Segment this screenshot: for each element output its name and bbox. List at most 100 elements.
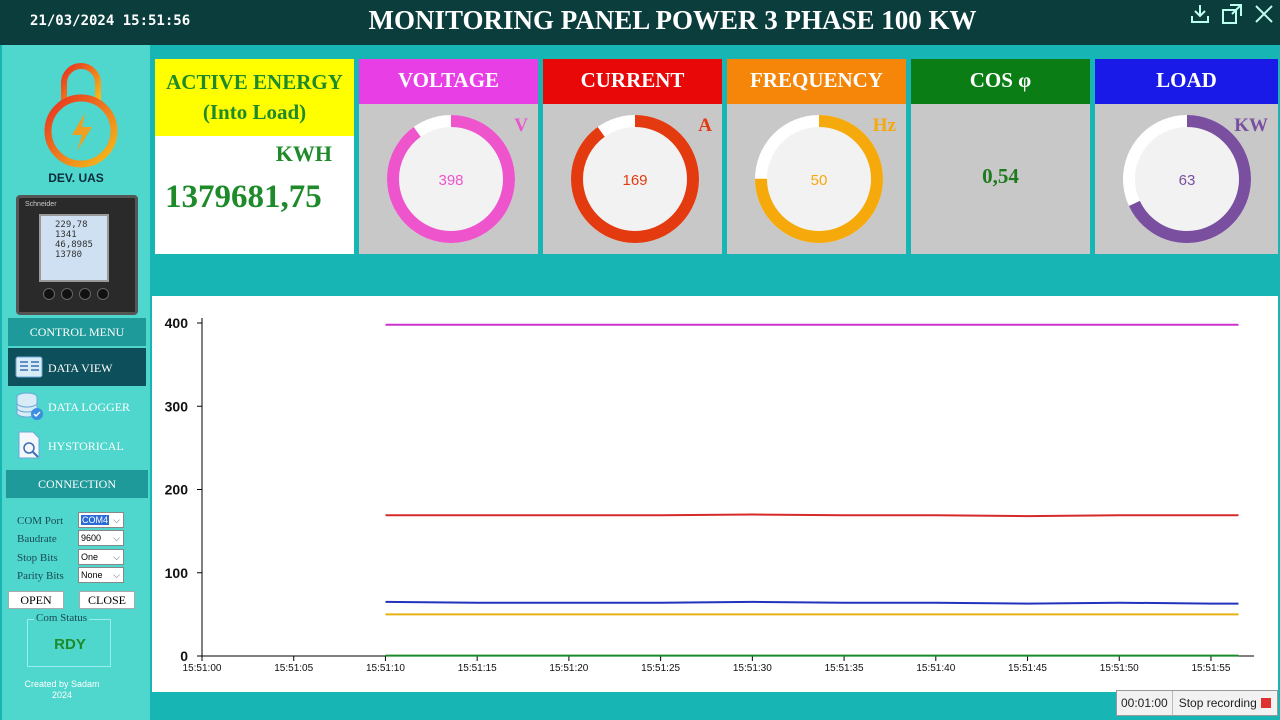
menu-item-label: DATA VIEW: [48, 361, 113, 375]
frequency-gauge: 50: [755, 115, 883, 243]
x-tick-label: 15:51:55: [1192, 663, 1231, 674]
x-tick-label: 15:51:00: [183, 663, 222, 674]
load-gauge-arc: [1123, 115, 1251, 243]
parity-bits-value: None: [81, 570, 103, 580]
load-card: LOAD KW 63: [1095, 59, 1278, 254]
connection-header: CONNECTION: [6, 470, 148, 498]
close-icon[interactable]: [1250, 0, 1278, 28]
meter-line: 13780: [55, 250, 83, 260]
x-tick-label: 15:51:35: [825, 663, 864, 674]
voltage-value: 398: [438, 172, 463, 189]
menu-item-historical[interactable]: HYSTORICAL: [8, 426, 146, 464]
stop-bits-select[interactable]: One ⌵: [78, 549, 124, 565]
recording-time: 00:01:00: [1117, 691, 1173, 715]
baudrate-label: Baudrate: [17, 533, 57, 545]
cos-phi-value: 0,54: [982, 164, 1019, 188]
load-unit: KW: [1234, 115, 1268, 136]
com-port-label: COM Port: [17, 515, 64, 527]
credit-line: Created by Sadam: [24, 679, 100, 689]
recording-bar: 00:01:00 Stop recording: [1116, 690, 1278, 716]
open-button[interactable]: OPEN: [8, 591, 64, 609]
x-tick-label: 15:51:50: [1100, 663, 1139, 674]
credit-line: 2024: [51, 690, 73, 700]
active-energy-card: ACTIVE ENERGY (Into Load) KWH 1379681,75: [155, 59, 354, 254]
frequency-gauge-arc: [755, 115, 883, 243]
chevron-down-icon: ⌵: [113, 570, 120, 580]
control-menu-header: CONTROL MENU: [8, 318, 146, 346]
cos-phi-card: COS φ 0,54: [911, 59, 1090, 254]
y-tick-label: 400: [165, 315, 189, 331]
current-card: CURRENT A 169: [543, 59, 722, 254]
series-line-2: [385, 600, 1239, 605]
lock-bolt-logo-icon: [44, 63, 118, 168]
menu-item-data-view[interactable]: DATA VIEW: [8, 348, 146, 386]
chevron-down-icon: ⌵: [113, 533, 120, 543]
sidebar: DEV. UAS Schneider 229,78 1341 46,8985 1…: [2, 45, 150, 720]
x-tick-label: 15:51:30: [733, 663, 772, 674]
parity-bits-select[interactable]: None ⌵: [78, 567, 124, 583]
com-status-value: RDY: [54, 636, 86, 653]
cos-phi-title: COS φ: [911, 59, 1090, 104]
energy-unit: KWH: [275, 141, 332, 166]
meter-line: 1341: [55, 230, 77, 240]
voltage-unit: V: [514, 115, 528, 136]
fullscreen-icon[interactable]: [1218, 0, 1246, 28]
close-button[interactable]: CLOSE: [79, 591, 135, 609]
energy-value: 1379681,75: [165, 179, 322, 215]
x-tick-label: 15:51:45: [1008, 663, 1047, 674]
x-tick-label: 15:51:15: [458, 663, 497, 674]
brand-label: DEV. UAS: [48, 171, 104, 185]
current-unit: A: [698, 115, 712, 136]
chevron-down-icon: ⌵: [113, 552, 120, 562]
voltage-gauge: 398: [387, 115, 515, 243]
x-tick-label: 15:51:40: [916, 663, 955, 674]
menu-item-label: HYSTORICAL: [48, 439, 124, 453]
current-title: CURRENT: [543, 59, 722, 104]
current-value: 169: [622, 172, 647, 189]
y-tick-label: 200: [165, 482, 189, 498]
voltage-gauge-arc: [387, 115, 515, 243]
parity-bits-label: Parity Bits: [17, 570, 64, 582]
stop-recording-button[interactable]: Stop recording: [1178, 696, 1257, 710]
com-port-value: COM4: [81, 515, 110, 525]
frequency-value: 50: [811, 172, 828, 189]
data-view-icon: [15, 356, 43, 378]
meter-line: 46,8985: [55, 240, 93, 250]
stop-bits-value: One: [81, 552, 99, 562]
load-gauge: 63: [1123, 115, 1251, 243]
frequency-card: FREQUENCY Hz 50: [727, 59, 906, 254]
com-port-select[interactable]: COM4 ⌵: [78, 512, 124, 528]
frequency-title: FREQUENCY: [727, 59, 906, 104]
series-line-1: [385, 513, 1239, 518]
realtime-line-chart: 0 100 200 300 400 15:51:00 15:51:05 15:51:10 15:…: [152, 296, 1278, 692]
title-line: (Into Load): [202, 100, 307, 124]
datetime-display: 21/03/2024 15:51:56: [30, 13, 191, 29]
credit-text: Created by Sadam 2024: [2, 679, 122, 701]
load-value: 63: [1179, 172, 1196, 189]
menu-item-data-logger[interactable]: DATA LOGGER: [8, 387, 146, 425]
stop-square-icon[interactable]: [1261, 698, 1271, 708]
meter-line: 229,78: [55, 220, 88, 230]
com-status-box: Com Status RDY: [27, 612, 111, 667]
page-title: MONITORING PANEL POWER 3 PHASE 100 KW: [368, 5, 977, 35]
x-tick-label: 15:51:10: [366, 663, 405, 674]
baudrate-select[interactable]: 9600 ⌵: [78, 530, 124, 546]
y-tick-label: 300: [165, 398, 189, 414]
baudrate-value: 9600: [81, 533, 102, 543]
current-gauge: 169: [571, 115, 699, 243]
database-icon: [16, 392, 43, 420]
stop-bits-label: Stop Bits: [17, 552, 58, 564]
x-tick-label: 15:51:20: [549, 663, 588, 674]
y-tick-label: 100: [165, 565, 189, 581]
historical-file-icon: [18, 431, 40, 459]
line-chart-svg: 0 100 200 300 400 15:51:00 15:51:05 15:51:10 15:…: [165, 315, 1254, 674]
voltage-card: VOLTAGE V 398: [359, 59, 538, 254]
load-title: LOAD: [1095, 59, 1278, 104]
title-bar: 21/03/2024 15:51:56 MONITORING PANEL POW…: [0, 0, 1280, 45]
x-tick-label: 15:51:05: [274, 663, 313, 674]
frequency-unit: Hz: [872, 115, 896, 136]
chevron-down-icon: ⌵: [113, 515, 120, 525]
active-energy-title: ACTIVE ENERGY (Into Load): [155, 59, 354, 136]
download-icon[interactable]: [1186, 0, 1214, 28]
current-gauge-arc: [571, 115, 699, 243]
